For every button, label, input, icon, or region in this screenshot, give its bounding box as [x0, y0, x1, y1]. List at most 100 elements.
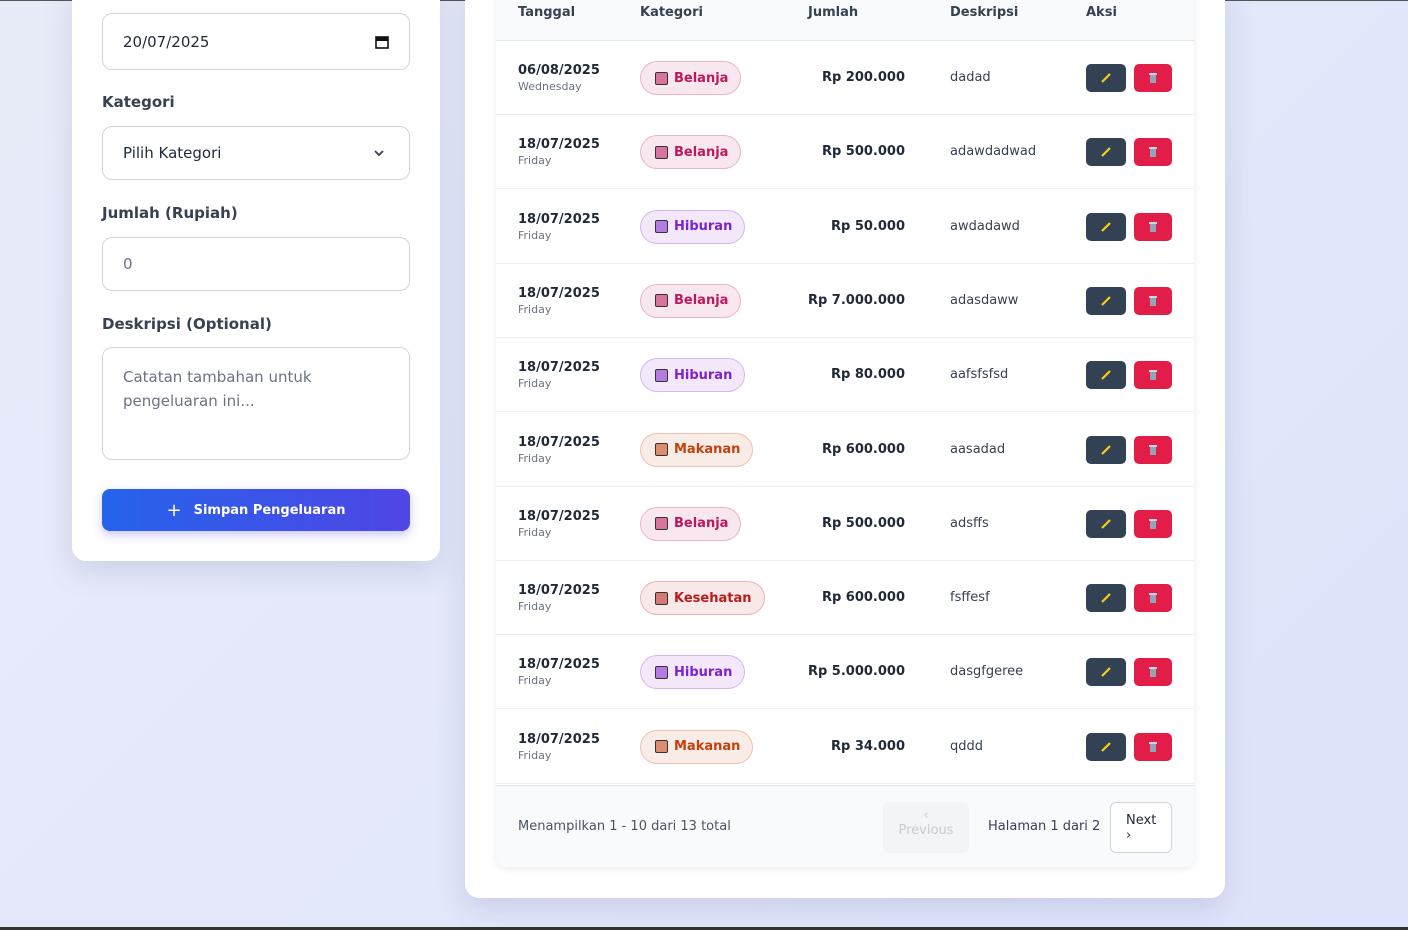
date: 18/07/2025: [518, 731, 600, 747]
pencil-icon: [1101, 667, 1111, 678]
table-header: Tanggal Kategori Jumlah Deskripsi Aksi: [496, 0, 1194, 41]
category-badge: Hiburan: [640, 358, 746, 393]
day: Friday: [518, 154, 552, 168]
date: 18/07/2025: [518, 211, 600, 227]
day: Friday: [518, 674, 552, 688]
pencil-icon: [1101, 444, 1111, 455]
button-text: Previous: [898, 823, 954, 838]
edit-button[interactable]: [1086, 138, 1126, 167]
button-text: Next: [1126, 813, 1157, 828]
category-icon: [655, 443, 668, 456]
description: awdadawd: [950, 218, 1020, 234]
date: 18/07/2025: [518, 137, 600, 153]
trash-icon: [1149, 667, 1157, 678]
date: 18/07/2025: [518, 285, 600, 301]
description-input[interactable]: Catatan tambahan untuk pengeluaran ini..…: [102, 347, 410, 460]
amount: Rp 600.000: [821, 590, 905, 606]
trash-icon: [1149, 593, 1157, 604]
arrow: ‹: [923, 808, 929, 823]
edit-button[interactable]: [1086, 732, 1126, 761]
delete-button[interactable]: [1134, 435, 1172, 464]
edit-button[interactable]: [1086, 212, 1126, 241]
category-select[interactable]: Pilih Kategori: [102, 126, 410, 180]
button-text: Simpan Pengeluaran: [193, 502, 346, 518]
edit-button[interactable]: [1086, 435, 1126, 464]
date-input[interactable]: 20/07/2025: [102, 13, 410, 70]
delete-button[interactable]: [1134, 732, 1172, 761]
edit-button[interactable]: [1086, 361, 1126, 390]
day: Friday: [518, 748, 552, 762]
category-badge: Belanja: [640, 283, 742, 318]
description: adawdadwad: [950, 144, 1037, 160]
trash-icon: [1149, 518, 1157, 529]
header-cell: Deskripsi: [950, 5, 1019, 20]
trash-icon: [1149, 741, 1157, 752]
pencil-icon: [1101, 370, 1111, 380]
delete-button[interactable]: [1134, 212, 1172, 241]
category-badge: Belanja: [640, 135, 742, 170]
delete-button[interactable]: [1134, 584, 1172, 613]
date: 18/07/2025: [518, 657, 600, 673]
category-icon: [655, 71, 668, 85]
plus-icon: +: [166, 499, 182, 521]
date: 18/07/2025: [518, 360, 600, 376]
amount: Rp 80.000: [830, 367, 905, 383]
delete-button[interactable]: [1134, 658, 1172, 687]
category-icon: [655, 517, 668, 531]
placeholder: 0: [123, 255, 133, 273]
amount: Rp 600.000: [821, 441, 905, 457]
category-badge: Hiburan: [640, 209, 746, 244]
table-row: 18/07/2025 Friday Hiburan Rp 80.000 aafsfsfs…: [496, 338, 1194, 413]
category-badge: Makanan: [640, 432, 754, 467]
header-cell: Tanggal: [518, 5, 576, 20]
date: 18/07/2025: [518, 508, 600, 524]
category-icon: [655, 591, 668, 605]
date-value: 20/07/2025: [123, 32, 210, 51]
amount: Rp 200.000: [821, 70, 905, 85]
category-icon: [655, 294, 668, 308]
amount: Rp 500.000: [821, 144, 905, 160]
day: Friday: [518, 228, 552, 242]
description: adsffs: [950, 515, 989, 531]
edit-button[interactable]: [1086, 584, 1126, 613]
submit-button[interactable]: + Simpan Pengeluaran: [102, 489, 410, 531]
table-row: 18/07/2025 Friday Belanja Rp 500.000 adsffs: [496, 487, 1194, 561]
placeholder: Catatan tambahan untuk pengeluaran ini..…: [123, 368, 312, 410]
day: Friday: [518, 525, 552, 539]
day: Wednesday: [518, 80, 582, 93]
trash-icon: [1149, 444, 1157, 455]
amount: Rp 50.000: [830, 218, 905, 234]
description: aasadad: [950, 441, 1006, 457]
description: dasgfgeree: [950, 664, 1024, 680]
header-cell: Jumlah: [808, 5, 859, 20]
edit-button[interactable]: [1086, 509, 1126, 538]
delete-button[interactable]: [1134, 509, 1172, 538]
amount-input[interactable]: 0: [102, 237, 410, 291]
category-text: Belanja: [674, 516, 729, 532]
previous-button[interactable]: ‹ Previous: [883, 802, 969, 853]
table-row: 18/07/2025 Friday Makanan Rp 34.000 qddd: [496, 710, 1194, 784]
edit-button[interactable]: [1086, 658, 1126, 687]
date: 06/08/2025: [518, 63, 600, 78]
amount: Rp 7.000.000: [807, 292, 905, 308]
chevron: [374, 150, 384, 157]
category-text: Belanja: [674, 70, 729, 86]
description: adasdaww: [950, 292, 1019, 308]
label: Jumlah (Rupiah): [102, 204, 238, 222]
edit-button[interactable]: [1086, 286, 1126, 315]
day: Friday: [518, 302, 552, 316]
delete-button[interactable]: [1134, 361, 1172, 390]
next-button[interactable]: Next ›: [1110, 802, 1172, 853]
header-cell: Kategori: [640, 5, 703, 20]
delete-button[interactable]: [1134, 138, 1172, 167]
table-row: 18/07/2025 Friday Kesehatan Rp 600.000 fsffe…: [496, 561, 1194, 636]
table-row: 18/07/2025 Friday Makanan Rp 600.000 aasadad: [496, 413, 1194, 487]
edit-button[interactable]: [1086, 64, 1126, 92]
trash-icon: [1149, 221, 1157, 232]
category-icon: [655, 220, 668, 234]
delete-button[interactable]: [1134, 286, 1172, 315]
day: Friday: [518, 600, 552, 614]
delete-button[interactable]: [1134, 64, 1172, 92]
amount: Rp 34.000: [830, 738, 905, 754]
